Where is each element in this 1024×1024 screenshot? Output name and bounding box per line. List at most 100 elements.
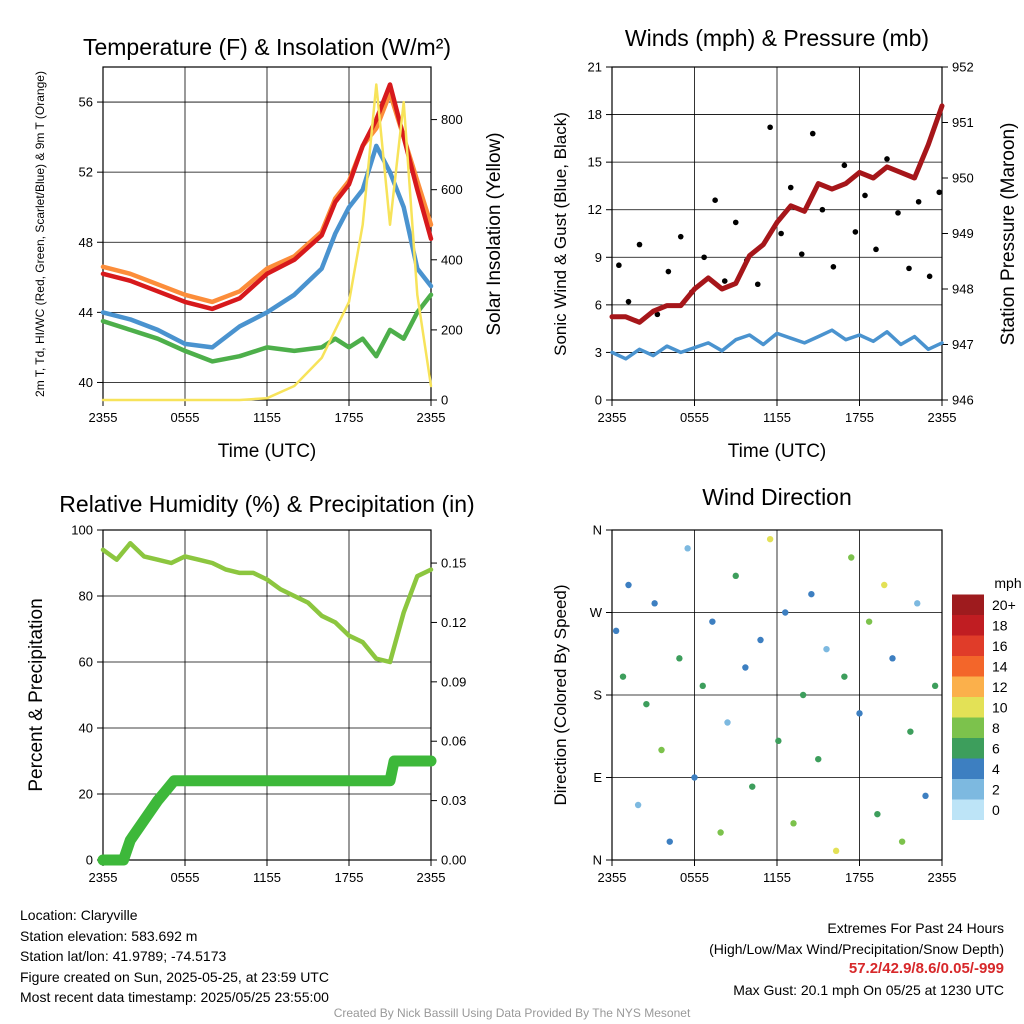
direction-point: [709, 618, 716, 625]
y-tick-label: 80: [79, 589, 93, 604]
chart-title: Relative Humidity (%) & Precipitation (i…: [59, 491, 474, 517]
y-axis-label: Percent & Precipitation: [26, 598, 47, 791]
x-tick-label: 2355: [89, 870, 118, 885]
y-tick-label: N: [593, 523, 602, 538]
x-tick-label: 1155: [253, 870, 281, 885]
direction-point: [634, 801, 642, 809]
y-tick-label: 12: [588, 202, 602, 217]
direction-point: [874, 810, 881, 818]
gust-point: [767, 124, 773, 131]
direction-point: [699, 682, 706, 690]
direction-point: [766, 535, 774, 543]
direction-point: [691, 774, 698, 781]
direction-point: [749, 783, 756, 790]
gust-point: [616, 262, 622, 269]
y2-tick-label: 0.00: [441, 853, 466, 868]
direction-point: [823, 645, 830, 653]
y-tick-label: 3: [595, 345, 602, 360]
direction-point: [684, 545, 691, 552]
gust-point: [852, 229, 859, 235]
direction-point: [914, 600, 921, 607]
legend-label: 10: [992, 699, 1008, 715]
direction-point: [742, 664, 749, 671]
x-axis-label: Time (UTC): [728, 441, 827, 462]
series-line-2: [100, 82, 434, 312]
direction-point: [931, 682, 939, 690]
recent-data-text: Most recent data timestamp: 2025/05/25 2…: [20, 989, 329, 1005]
direction-point: [881, 581, 888, 589]
y-tick-label: 40: [79, 375, 93, 390]
x-tick-label: 0555: [680, 870, 709, 885]
series-line-4: [100, 292, 434, 364]
x-tick-label: 1155: [763, 410, 791, 425]
max-gust-text: Max Gust: 20.1 mph On 05/25 at 1230 UTC: [733, 981, 1004, 998]
direction-point: [832, 847, 840, 855]
direction-point: [841, 673, 848, 680]
y-tick-label: 44: [79, 305, 93, 320]
y2-tick-label: 200: [441, 322, 463, 337]
extremes-info: Extremes For Past 24 Hours (High/Low/Max…: [709, 918, 1004, 1000]
chart-title: Wind Direction: [702, 484, 852, 510]
x-tick-label: 0555: [171, 410, 200, 425]
legend-swatch: [952, 799, 984, 820]
direction-point: [790, 820, 797, 827]
station-info: Location: Claryville Station elevation: …: [20, 905, 329, 1008]
direction-point: [775, 737, 782, 745]
y-tick-label: 20: [79, 787, 93, 802]
legend-label: 18: [992, 617, 1008, 633]
gust-point: [798, 251, 805, 257]
direction-point: [732, 572, 739, 580]
y2-tick-label: 950: [952, 171, 974, 186]
x-tick-label: 2355: [598, 410, 627, 425]
direction-point: [808, 590, 815, 598]
legend-label: 6: [992, 740, 1000, 756]
direction-point: [625, 581, 632, 589]
extremes-subtitle: (High/Low/Max Wind/Precipitation/Snow De…: [709, 940, 1004, 957]
gust-point: [873, 246, 879, 253]
gust-point: [809, 130, 816, 137]
direction-point: [856, 710, 863, 717]
y-tick-label: 48: [79, 235, 93, 250]
pressure-line: [609, 103, 945, 325]
y-axis-label: Direction (Colored By Speed): [551, 584, 570, 805]
gust-point: [926, 273, 933, 280]
x-tick-label: 1755: [335, 870, 364, 885]
y2-tick-label: 0.03: [441, 793, 466, 808]
direction-point: [724, 719, 731, 726]
y2-tick-label: 951: [952, 115, 974, 130]
y-tick-label: 60: [79, 655, 93, 670]
legend-label: 16: [992, 638, 1008, 654]
y-tick-label: 18: [588, 107, 602, 122]
direction-point: [658, 746, 665, 754]
x-tick-label: 2355: [89, 410, 118, 425]
latlon-text: Station lat/lon: 41.9789; -74.5173: [20, 948, 227, 964]
legend-label: 20+: [992, 597, 1016, 613]
y-tick-label: W: [590, 605, 603, 620]
direction-point: [799, 691, 807, 699]
gust-point: [778, 230, 784, 237]
y2-tick-label: 800: [441, 112, 463, 127]
gust-point: [721, 278, 728, 284]
y-tick-label: 15: [588, 155, 602, 170]
legend-label: 4: [992, 761, 1000, 777]
y2-tick-label: 400: [441, 252, 463, 267]
y-tick-label: 0: [86, 853, 93, 868]
legend-swatch: [952, 758, 984, 779]
gust-point: [665, 268, 672, 275]
created-text: Figure created on Sun, 2025-05-25, at 23…: [20, 968, 329, 985]
legend-label: 8: [992, 720, 1000, 736]
direction-point: [757, 636, 764, 644]
extremes-title: Extremes For Past 24 Hours: [827, 920, 1004, 936]
panel-1: 2355 0555 1155 1755 2355 Temperature (F) & In…: [33, 34, 505, 462]
legend-label: 2: [992, 781, 1000, 797]
legend-swatch: [952, 697, 984, 718]
direction-point: [643, 700, 650, 708]
gust-point: [915, 198, 922, 205]
gust-point: [712, 197, 718, 203]
legend-title: mph: [994, 575, 1021, 591]
y2-tick-label: 0: [441, 393, 448, 408]
y2-tick-label: 0.09: [441, 674, 466, 689]
legend-swatch: [952, 676, 984, 697]
gust-point: [732, 219, 739, 226]
